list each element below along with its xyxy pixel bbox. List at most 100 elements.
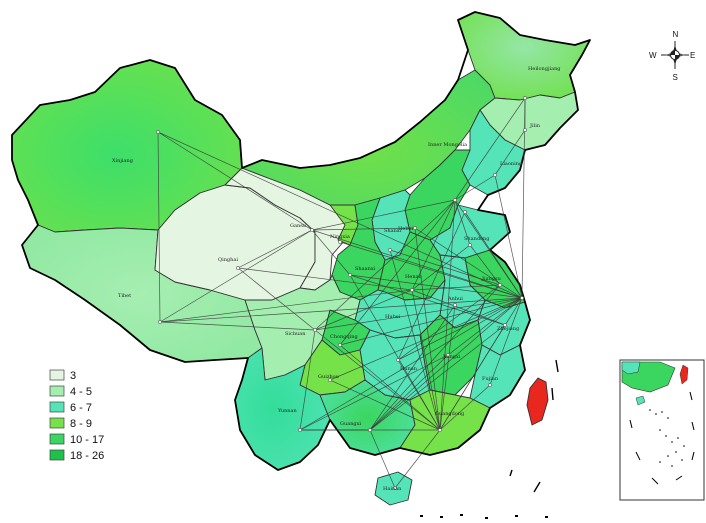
legend-label: 8 - 9 bbox=[70, 418, 92, 430]
legend-label: 10 - 17 bbox=[70, 434, 104, 446]
network-link bbox=[339, 241, 523, 299]
network-link bbox=[489, 297, 523, 386]
network-link bbox=[397, 359, 441, 431]
network-link bbox=[159, 297, 523, 323]
label-guangdong: Guangdong bbox=[435, 411, 465, 417]
network-link bbox=[349, 274, 523, 299]
label-chongqing: Chongqing bbox=[330, 334, 358, 340]
network-link bbox=[299, 354, 449, 431]
network-link bbox=[411, 289, 441, 431]
label-hainan: Hainan bbox=[383, 486, 402, 492]
network-link bbox=[314, 289, 413, 331]
network-node bbox=[328, 378, 332, 382]
label-gansu: Gansu bbox=[290, 223, 307, 229]
network-node bbox=[338, 240, 342, 244]
network-link bbox=[314, 199, 456, 331]
network-link bbox=[464, 211, 523, 299]
network-link bbox=[339, 297, 523, 346]
network-link bbox=[159, 289, 413, 323]
label-inner-mongolia: Inner Mongolia bbox=[428, 142, 467, 148]
compass-s: S bbox=[673, 73, 678, 82]
network-link bbox=[311, 199, 456, 231]
label-fujian: Fujian bbox=[482, 376, 499, 382]
network-node bbox=[393, 486, 397, 490]
network-link bbox=[397, 284, 501, 361]
network-link bbox=[439, 324, 506, 431]
network-link bbox=[414, 227, 441, 431]
network-link bbox=[329, 379, 441, 431]
legend-swatch bbox=[49, 385, 65, 397]
network-link bbox=[494, 174, 523, 299]
label-anhui: Anhui bbox=[447, 296, 463, 302]
legend-label: 6 - 7 bbox=[70, 402, 92, 414]
flow-network bbox=[156, 96, 527, 490]
network-link bbox=[454, 97, 526, 201]
legend-swatch bbox=[49, 401, 65, 413]
network-node bbox=[310, 228, 314, 232]
network-link bbox=[411, 284, 501, 291]
network-link bbox=[369, 304, 456, 431]
network-link bbox=[157, 131, 523, 299]
network-node bbox=[236, 266, 240, 270]
label-hubei: Hubei bbox=[385, 314, 401, 320]
label-shandong: Shandong bbox=[464, 236, 490, 242]
label-liaoning: Liaoning bbox=[500, 161, 523, 167]
label-yunnan: Yunnan bbox=[277, 408, 298, 414]
legend-label: 4 - 5 bbox=[70, 386, 92, 398]
legend-label: 3 bbox=[70, 370, 76, 382]
south-china-sea-inset bbox=[619, 359, 705, 501]
network-link bbox=[454, 199, 471, 246]
label-xinjiang: Xinjiang bbox=[112, 158, 134, 164]
network-link bbox=[411, 244, 471, 291]
label-jilin: Jilin bbox=[529, 123, 541, 129]
network-node bbox=[453, 198, 457, 202]
label-shanxi: Shanxi bbox=[384, 228, 402, 234]
compass-e: E bbox=[690, 51, 695, 60]
label-henan: Henan bbox=[405, 274, 423, 280]
network-link bbox=[469, 244, 501, 286]
network-link bbox=[299, 329, 316, 431]
network-node bbox=[468, 243, 472, 247]
network-link bbox=[339, 344, 441, 431]
network-link bbox=[159, 229, 313, 323]
network-link bbox=[414, 227, 523, 299]
province-taiwan[interactable] bbox=[526, 377, 549, 426]
label-shaanxi: Shaanxi bbox=[355, 266, 376, 272]
network-link bbox=[389, 249, 501, 286]
label-jiangsu: Jiangsu bbox=[481, 276, 502, 282]
network-node bbox=[453, 303, 457, 307]
network-node bbox=[520, 296, 524, 300]
network-node bbox=[446, 353, 450, 357]
province-labels: Heilongjiang Jilin Liaoning Inner Mongol… bbox=[112, 66, 561, 492]
network-node bbox=[156, 130, 160, 134]
network-link bbox=[237, 267, 316, 331]
nine-dash-marks bbox=[509, 359, 559, 493]
network-link bbox=[299, 297, 523, 431]
label-ningxia: Ningxia bbox=[330, 234, 350, 240]
network-link bbox=[397, 297, 523, 361]
legend-label: 18 - 26 bbox=[70, 450, 104, 462]
network-link bbox=[494, 129, 526, 176]
legend: 3 4 - 5 6 - 7 8 - 9 10 - 17 18 - 26 bbox=[49, 369, 104, 462]
network-node bbox=[396, 358, 400, 362]
network-link bbox=[329, 297, 523, 381]
network-node bbox=[313, 328, 317, 332]
label-guizhou: Guizhou bbox=[318, 374, 340, 380]
compass-w: W bbox=[649, 51, 657, 60]
label-tibet: Tibet bbox=[118, 293, 131, 299]
label-hunan: Hunan bbox=[400, 366, 418, 372]
network-link bbox=[311, 229, 523, 299]
network-link bbox=[157, 131, 313, 231]
network-node bbox=[348, 273, 352, 277]
compass-n: N bbox=[673, 30, 679, 39]
network-link bbox=[439, 384, 491, 431]
network-node bbox=[298, 428, 302, 432]
network-link bbox=[394, 429, 441, 489]
label-guangxi: Guangxi bbox=[340, 421, 361, 427]
country-outline bbox=[11, 11, 591, 471]
label-heilongjiang: Heilongjiang bbox=[528, 66, 561, 72]
network-link bbox=[237, 267, 413, 291]
network-node bbox=[413, 226, 417, 230]
provinces-layer bbox=[11, 11, 591, 506]
network-link bbox=[439, 199, 456, 431]
